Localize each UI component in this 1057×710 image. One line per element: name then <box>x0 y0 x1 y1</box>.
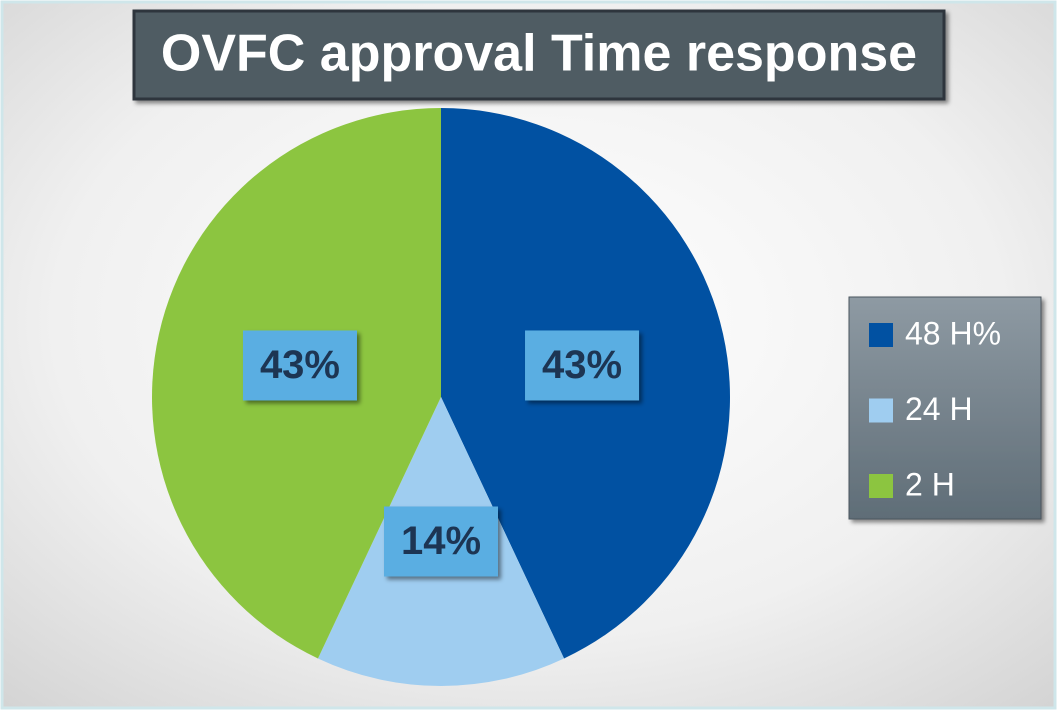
data-label-box <box>384 506 498 577</box>
pie <box>152 108 730 686</box>
data-labels: 43% 14% 43% <box>242 330 640 577</box>
legend-label: 24 H <box>905 391 973 427</box>
data-label: 43% <box>260 343 340 387</box>
data-label: 43% <box>542 343 622 387</box>
title-box <box>132 9 946 101</box>
legend: 48 H% 24 H 2 H <box>869 315 1001 502</box>
legend-swatch <box>869 398 893 423</box>
legend-label: 2 H <box>905 466 955 502</box>
legend-swatch <box>869 474 893 498</box>
data-label-box <box>525 330 640 401</box>
legend-swatch <box>869 323 893 347</box>
legend-label: 48 H% <box>905 315 1001 351</box>
data-label-box <box>242 330 357 401</box>
data-label: 14% <box>401 519 481 563</box>
chart-title: OVFC approval Time response <box>161 25 917 83</box>
